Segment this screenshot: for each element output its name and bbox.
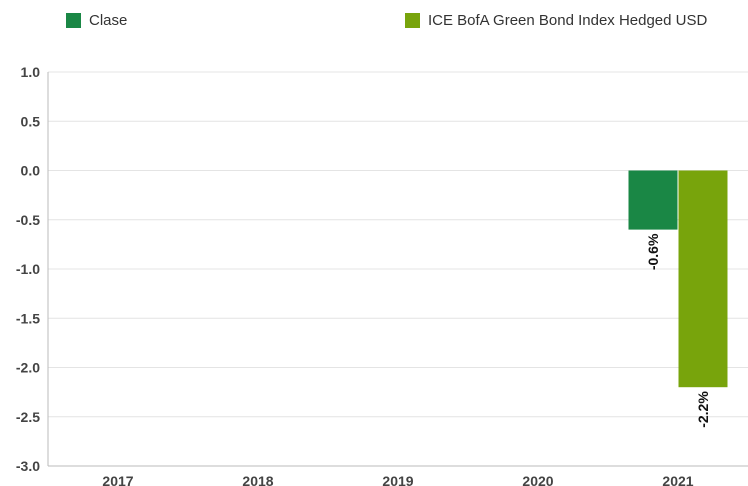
chart-legend: Clase ICE BofA Green Bond Index Hedged U… <box>0 12 748 32</box>
legend-item-clase: Clase <box>66 12 127 29</box>
bar <box>628 170 678 230</box>
x-tick-label: 2020 <box>522 473 553 486</box>
y-tick-label: 0.0 <box>21 163 41 179</box>
x-tick-label: 2018 <box>242 473 273 486</box>
y-tick-label: 1.0 <box>21 64 41 80</box>
y-tick-label: -1.5 <box>16 310 40 326</box>
y-tick-label: -2.5 <box>16 409 40 425</box>
y-tick-label: 0.5 <box>21 113 41 129</box>
bar <box>678 170 728 388</box>
y-tick-label: -0.5 <box>16 212 40 228</box>
x-tick-label: 2021 <box>662 473 693 486</box>
bar-data-label: -0.6% <box>645 233 661 270</box>
legend-label-index: ICE BofA Green Bond Index Hedged USD <box>428 12 708 29</box>
y-tick-label: -1.0 <box>16 261 40 277</box>
y-tick-label: -2.0 <box>16 360 40 376</box>
x-tick-label: 2019 <box>382 473 413 486</box>
legend-item-index: ICE BofA Green Bond Index Hedged USD <box>405 12 707 29</box>
x-tick-label: 2017 <box>102 473 133 486</box>
y-tick-label: -3.0 <box>16 458 40 474</box>
legend-swatch-clase <box>66 13 81 28</box>
bar-data-label: -2.2% <box>695 391 711 428</box>
legend-label-clase: Clase <box>89 12 128 29</box>
legend-swatch-index <box>405 13 420 28</box>
